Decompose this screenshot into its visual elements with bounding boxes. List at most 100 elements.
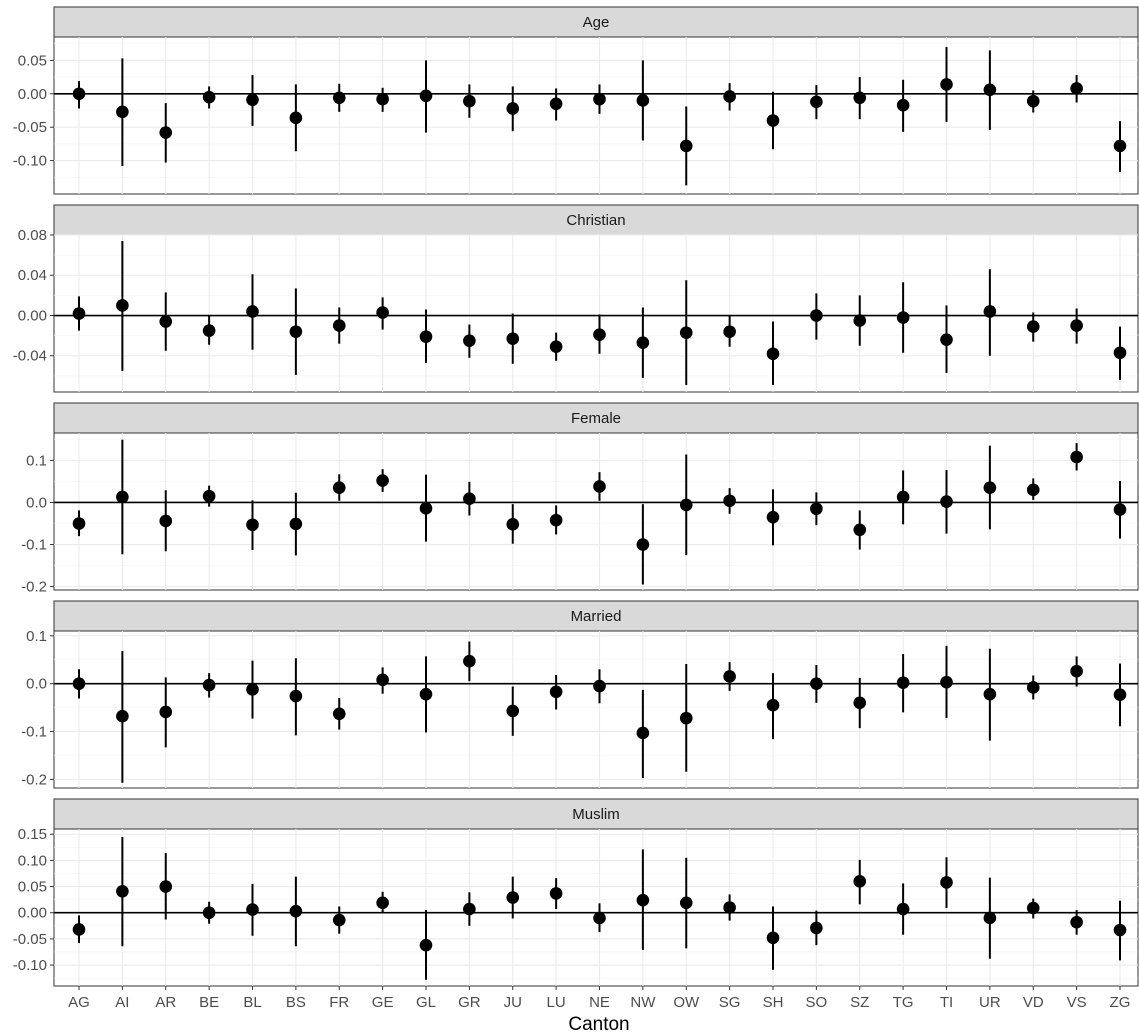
point-vs — [1070, 82, 1083, 95]
point-vd — [1026, 320, 1040, 333]
point-ar — [159, 880, 173, 893]
point-ti — [940, 333, 953, 346]
point-ju — [506, 518, 520, 531]
point-sz — [853, 696, 867, 710]
point-so — [810, 95, 823, 109]
y-tick-label: 0.04 — [18, 267, 47, 284]
panel-female: Female -0.2 -0.1 0.0 0.1 — [21, 402, 1139, 596]
point-sg — [723, 90, 736, 103]
point-gr — [463, 334, 476, 347]
point-bl — [246, 518, 259, 532]
point-tg — [896, 490, 910, 504]
y-tick-label: 0.05 — [18, 52, 47, 69]
point-zg — [1113, 923, 1127, 937]
facet-strip-label: Age — [583, 14, 610, 31]
panel-married: Married -0.2 -0.1 0.0 0.1 — [21, 600, 1139, 789]
point-gr — [463, 902, 476, 916]
y-tick-label: -0.1 — [21, 537, 47, 554]
x-tick-label: BE — [199, 994, 219, 1011]
point-tg — [896, 98, 910, 112]
point-ju — [506, 102, 520, 115]
point-ar — [159, 126, 173, 139]
point-bl — [246, 683, 259, 696]
point-ju — [506, 704, 520, 718]
point-be — [202, 678, 216, 692]
point-sh — [766, 114, 780, 127]
point-ur — [983, 481, 997, 495]
point-nw — [636, 336, 650, 349]
point-so — [810, 921, 823, 935]
panel-background — [53, 630, 1139, 789]
point-so — [810, 309, 823, 322]
point-lu — [549, 513, 563, 527]
x-tick-label: FR — [329, 994, 349, 1011]
point-ai — [116, 105, 129, 119]
facet-strip — [53, 798, 1139, 830]
point-bl — [246, 93, 259, 107]
point-ur — [983, 687, 997, 701]
point-ur — [983, 83, 997, 97]
y-tick-label: 0.1 — [26, 452, 47, 469]
point-be — [202, 489, 216, 503]
point-vd — [1026, 94, 1040, 108]
point-sg — [723, 670, 736, 683]
point-vd — [1026, 681, 1040, 694]
point-be — [202, 90, 216, 104]
point-gl — [419, 687, 433, 701]
point-lu — [549, 97, 563, 111]
y-tick-label: -0.2 — [21, 579, 47, 596]
point-be — [202, 906, 216, 920]
point-ar — [159, 705, 173, 719]
y-tick-label: -0.1 — [21, 723, 47, 740]
point-so — [810, 502, 823, 516]
point-ai — [116, 490, 129, 504]
point-ti — [940, 495, 953, 508]
point-vd — [1026, 483, 1040, 497]
point-ne — [593, 92, 606, 106]
point-ne — [593, 679, 606, 693]
point-gl — [419, 938, 433, 952]
point-ge — [376, 306, 389, 319]
point-ag — [72, 923, 86, 936]
point-tg — [896, 311, 910, 324]
point-gl — [419, 330, 433, 343]
panel-background — [53, 828, 1139, 987]
point-ag — [72, 87, 86, 101]
point-sz — [853, 523, 867, 537]
facet-strip — [53, 600, 1139, 632]
point-ge — [376, 673, 389, 687]
x-tick-label: LU — [547, 994, 566, 1011]
point-fr — [332, 707, 346, 721]
point-bs — [289, 517, 303, 531]
point-zg — [1113, 688, 1127, 701]
point-bs — [289, 689, 303, 703]
x-tick-label: SO — [806, 994, 828, 1011]
point-sz — [853, 314, 867, 327]
point-ag — [72, 307, 86, 320]
point-ar — [159, 315, 173, 328]
point-bs — [289, 325, 303, 338]
y-tick-label: 0.0 — [26, 494, 47, 511]
x-tick-label: NE — [589, 994, 610, 1011]
x-tick-label: SZ — [850, 994, 869, 1011]
panel-background — [53, 234, 1139, 393]
point-ne — [593, 911, 606, 925]
y-tick-label: 0.08 — [18, 227, 47, 244]
point-ai — [116, 299, 129, 312]
point-gl — [419, 502, 433, 515]
point-ge — [376, 92, 389, 106]
x-tick-label: SH — [763, 994, 784, 1011]
x-tick-label: TG — [893, 994, 914, 1011]
point-gr — [463, 492, 476, 505]
y-tick-label: 0.05 — [18, 879, 47, 896]
x-tick-label: BL — [243, 994, 261, 1011]
point-zg — [1113, 139, 1127, 153]
point-ur — [983, 305, 997, 318]
point-bs — [289, 111, 303, 125]
point-ag — [72, 517, 86, 530]
x-axis-title: Canton — [568, 1014, 629, 1035]
x-tick-label: GE — [372, 994, 394, 1011]
point-ge — [376, 896, 389, 910]
point-gr — [463, 654, 476, 668]
point-lu — [549, 340, 563, 354]
